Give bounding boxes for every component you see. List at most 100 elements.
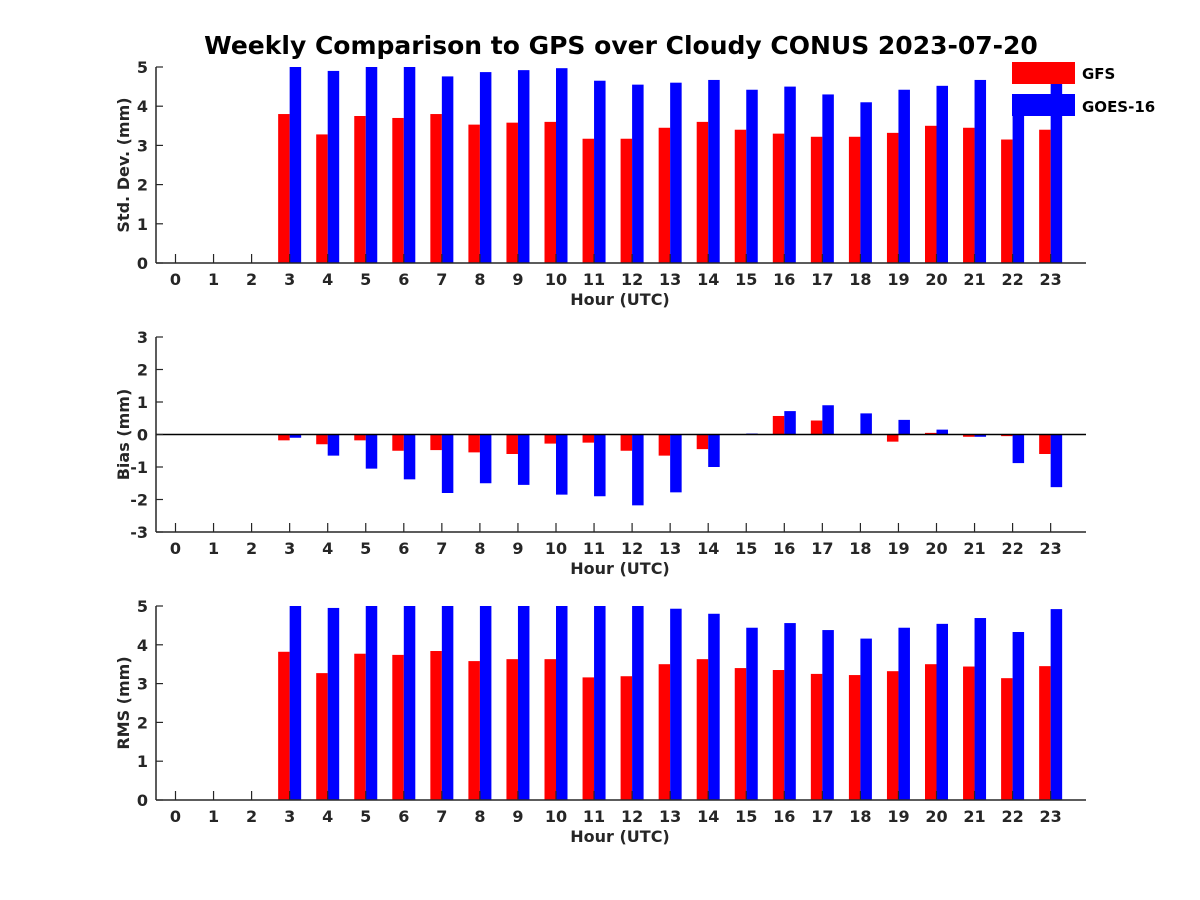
bar-goes16-hour-14 bbox=[708, 79, 720, 263]
bar-goes16-hour-17 bbox=[822, 94, 834, 263]
x-tick-label: 17 bbox=[811, 807, 833, 826]
bar-gfs-hour-15 bbox=[734, 129, 747, 263]
x-tick-label: 6 bbox=[398, 807, 409, 826]
x-tick-label: 2 bbox=[246, 539, 257, 558]
bar-gfs-hour-20 bbox=[925, 432, 937, 435]
bar-goes16-hour-21 bbox=[974, 618, 987, 800]
bar-goes16-hour-7 bbox=[441, 606, 454, 800]
x-tick-label: 8 bbox=[474, 807, 485, 826]
x-tick-label: 0 bbox=[170, 807, 181, 826]
x-tick-label: 5 bbox=[360, 270, 371, 289]
x-tick-label: 8 bbox=[474, 539, 485, 558]
bar-goes16-hour-17 bbox=[822, 630, 834, 800]
legend-swatch-goes16 bbox=[1012, 94, 1075, 116]
bar-goes16-hour-18 bbox=[860, 638, 872, 800]
bar-gfs-hour-13 bbox=[658, 664, 671, 800]
bar-goes16-hour-9 bbox=[517, 434, 530, 485]
x-tick-label: 10 bbox=[545, 807, 567, 826]
x-tick-label: 16 bbox=[773, 270, 795, 289]
bar-goes16-hour-11 bbox=[594, 434, 606, 497]
bar-goes16-hour-13 bbox=[670, 434, 682, 493]
bar-gfs-hour-8 bbox=[468, 124, 480, 264]
y-tick-label: 0 bbox=[137, 791, 148, 810]
bar-goes16-hour-7 bbox=[441, 76, 454, 263]
bar-goes16-hour-12 bbox=[632, 84, 644, 263]
bar-goes16-hour-3 bbox=[289, 606, 302, 800]
x-tick-label: 18 bbox=[849, 539, 871, 558]
bar-goes16-hour-16 bbox=[784, 623, 796, 800]
bar-goes16-hour-6 bbox=[403, 434, 416, 480]
y-tick-label: 4 bbox=[137, 97, 148, 116]
bar-gfs-hour-6 bbox=[392, 117, 404, 264]
bar-goes16-hour-5 bbox=[365, 434, 378, 469]
bar-goes16-hour-9 bbox=[517, 70, 530, 263]
bar-gfs-hour-22 bbox=[1001, 434, 1013, 437]
bar-gfs-hour-23 bbox=[1039, 434, 1051, 454]
x-tick-label: 4 bbox=[322, 270, 333, 289]
legend-label-gfs: GFS bbox=[1082, 65, 1115, 83]
bar-goes16-hour-13 bbox=[670, 608, 682, 800]
bar-goes16-hour-10 bbox=[556, 434, 568, 495]
bar-goes16-hour-22 bbox=[1012, 434, 1025, 464]
bar-goes16-hour-19 bbox=[898, 627, 910, 800]
bar-gfs-hour-15 bbox=[734, 668, 747, 800]
bar-gfs-hour-18 bbox=[848, 136, 861, 263]
bar-gfs-hour-10 bbox=[544, 659, 556, 800]
x-tick-label: 9 bbox=[512, 539, 523, 558]
x-tick-label: 16 bbox=[773, 807, 795, 826]
bar-gfs-hour-14 bbox=[696, 659, 709, 800]
x-tick-label: 12 bbox=[621, 539, 643, 558]
bar-gfs-hour-8 bbox=[468, 661, 480, 800]
x-tick-label: 15 bbox=[735, 270, 757, 289]
x-tick-label: 11 bbox=[583, 807, 605, 826]
x-tick-label: 6 bbox=[398, 539, 409, 558]
x-tick-label: 1 bbox=[208, 807, 219, 826]
x-tick-label: 7 bbox=[436, 807, 447, 826]
bar-gfs-hour-20 bbox=[925, 125, 937, 263]
bar-goes16-hour-23 bbox=[1050, 434, 1063, 488]
y-tick-label: 3 bbox=[137, 675, 148, 694]
x-axis-label: Hour (UTC) bbox=[570, 827, 670, 846]
bar-goes16-hour-12 bbox=[632, 606, 644, 800]
x-tick-label: 4 bbox=[322, 807, 333, 826]
bar-goes16-hour-11 bbox=[594, 606, 606, 800]
chart-legend: GFS GOES-16 bbox=[1012, 62, 1155, 116]
y-tick-label: 2 bbox=[137, 176, 148, 195]
x-tick-label: 14 bbox=[697, 539, 719, 558]
y-tick-label: 2 bbox=[137, 713, 148, 732]
x-tick-label: 19 bbox=[887, 539, 909, 558]
bar-gfs-hour-3 bbox=[278, 434, 290, 441]
bar-goes16-hour-20 bbox=[936, 85, 948, 263]
bar-goes16-hour-19 bbox=[898, 89, 910, 264]
bar-gfs-hour-11 bbox=[582, 138, 595, 263]
bar-gfs-hour-10 bbox=[544, 121, 556, 263]
x-tick-label: 10 bbox=[545, 539, 567, 558]
x-tick-label: 16 bbox=[773, 539, 795, 558]
x-tick-label: 23 bbox=[1040, 270, 1062, 289]
x-tick-label: 17 bbox=[811, 539, 833, 558]
bar-goes16-hour-11 bbox=[594, 80, 606, 263]
bar-goes16-hour-17 bbox=[822, 405, 834, 435]
y-tick-label: 1 bbox=[137, 752, 148, 771]
y-tick-label: 5 bbox=[137, 597, 148, 616]
y-axis-label: Bias (mm) bbox=[114, 389, 133, 481]
bar-gfs-hour-6 bbox=[392, 434, 404, 451]
bar-goes16-hour-21 bbox=[974, 79, 987, 263]
x-tick-label: 22 bbox=[1001, 807, 1023, 826]
bar-goes16-hour-8 bbox=[479, 606, 492, 800]
bar-goes16-hour-8 bbox=[479, 434, 492, 484]
bar-gfs-hour-16 bbox=[772, 133, 785, 263]
bar-gfs-hour-7 bbox=[430, 651, 442, 800]
bar-gfs-hour-19 bbox=[886, 671, 899, 800]
bar-gfs-hour-8 bbox=[468, 434, 480, 453]
x-tick-label: 13 bbox=[659, 270, 681, 289]
x-axis-label: Hour (UTC) bbox=[570, 290, 670, 309]
x-tick-label: 23 bbox=[1040, 539, 1062, 558]
bar-gfs-hour-3 bbox=[278, 651, 290, 800]
x-tick-label: 9 bbox=[512, 270, 523, 289]
bar-gfs-hour-5 bbox=[354, 653, 366, 800]
bar-goes16-hour-22 bbox=[1012, 96, 1025, 264]
x-tick-label: 2 bbox=[246, 270, 257, 289]
